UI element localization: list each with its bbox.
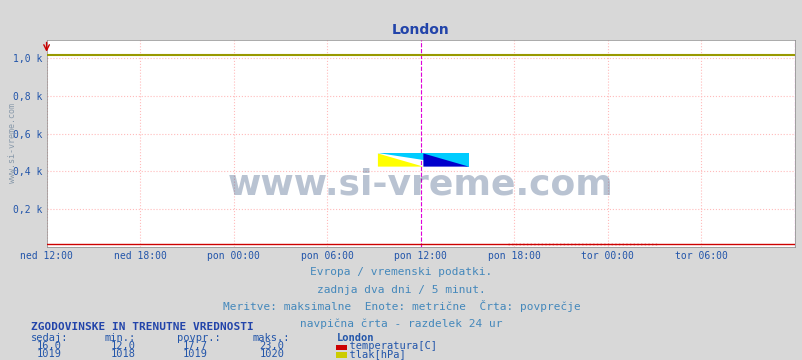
Text: min.:: min.: — [104, 333, 136, 343]
Text: Evropa / vremenski podatki.: Evropa / vremenski podatki. — [310, 267, 492, 278]
Text: zadnja dva dni / 5 minut.: zadnja dva dni / 5 minut. — [317, 285, 485, 295]
Text: navpična črta - razdelek 24 ur: navpična črta - razdelek 24 ur — [300, 319, 502, 329]
Polygon shape — [423, 153, 468, 167]
Text: 1019: 1019 — [37, 349, 62, 359]
Text: www.si-vreme.com: www.si-vreme.com — [8, 103, 18, 183]
Text: povpr.:: povpr.: — [176, 333, 220, 343]
Text: 12,0: 12,0 — [111, 341, 136, 351]
Text: London: London — [337, 333, 375, 343]
Polygon shape — [378, 153, 423, 167]
Text: sedaj:: sedaj: — [30, 333, 68, 343]
Text: ZGODOVINSKE IN TRENUTNE VREDNOSTI: ZGODOVINSKE IN TRENUTNE VREDNOSTI — [30, 323, 253, 333]
Title: London: London — [391, 23, 449, 37]
Text: www.si-vreme.com: www.si-vreme.com — [228, 167, 613, 202]
Polygon shape — [378, 153, 468, 167]
Text: Meritve: maksimalne  Enote: metrične  Črta: povprečje: Meritve: maksimalne Enote: metrične Črta… — [222, 300, 580, 312]
Text: maks.:: maks.: — [253, 333, 290, 343]
Text: 1019: 1019 — [183, 349, 208, 359]
Text: 23,0: 23,0 — [259, 341, 284, 351]
Text: tlak[hPa]: tlak[hPa] — [337, 349, 406, 359]
Text: 1018: 1018 — [111, 349, 136, 359]
Text: temperatura[C]: temperatura[C] — [337, 341, 437, 351]
Text: 16,0: 16,0 — [37, 341, 62, 351]
Text: 17,7: 17,7 — [183, 341, 208, 351]
Text: 1020: 1020 — [259, 349, 284, 359]
